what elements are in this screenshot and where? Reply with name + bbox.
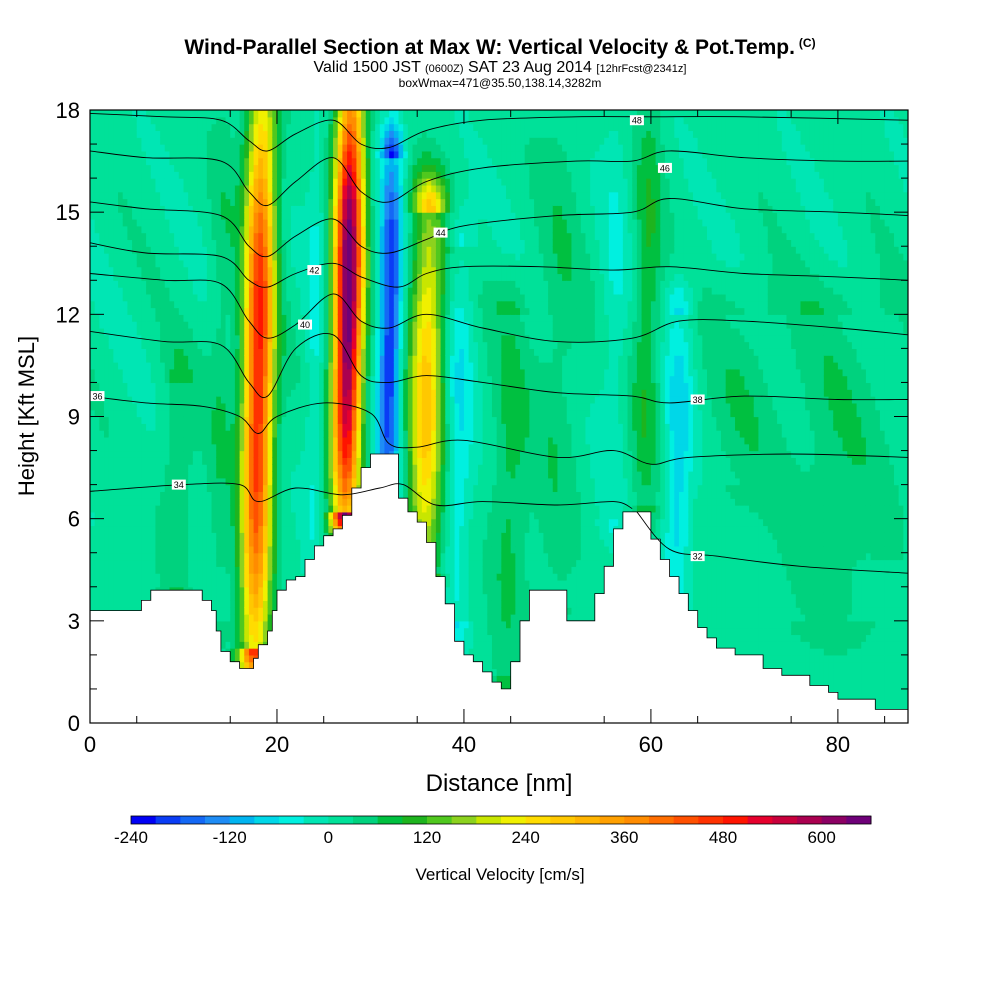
title-main: Wind-Parallel Section at Max W: Vertical…: [184, 36, 795, 59]
theta-label-box: [690, 551, 705, 562]
theta-label-46: 46: [660, 163, 670, 173]
colorbar-swatch: [328, 816, 354, 824]
colorbar-swatch: [377, 816, 403, 824]
valid-date: SAT 23 Aug 2014: [468, 59, 592, 76]
theta-contour-44: [90, 198, 908, 258]
colorbar-label: Vertical Velocity [cm/s]: [415, 865, 584, 884]
theta-label-box: [629, 115, 644, 126]
colorbar-tick-label: 240: [511, 828, 539, 847]
potential-temperature-contours: 32 34 36 38 40 42 44 46 48: [90, 112, 908, 574]
y-tick-label: 9: [68, 405, 80, 430]
colorbar-swatch: [747, 816, 773, 824]
colorbar-swatch: [180, 816, 206, 824]
colorbar-swatch: [772, 816, 798, 824]
y-axis-label: Height [Kft MSL]: [14, 336, 39, 496]
y-tick-label: 15: [56, 200, 80, 225]
y-tick-label: 6: [68, 507, 80, 532]
colorbar: -240 -120 0 120 240 360 480 600: [114, 815, 872, 847]
colorbar-swatch: [476, 816, 502, 824]
valid-time: Valid 1500 JST: [313, 59, 421, 76]
colorbar-swatch: [254, 816, 280, 824]
theta-label-box: [307, 265, 322, 276]
theta-label-48: 48: [632, 116, 642, 126]
colorbar-swatch: [550, 816, 576, 824]
colorbar-tick-label: 120: [413, 828, 441, 847]
theta-label-34: 34: [174, 480, 184, 490]
colorbar-swatch: [599, 816, 625, 824]
theta-label-38: 38: [693, 395, 703, 405]
colorbar-swatch: [821, 816, 847, 824]
colorbar-swatch: [575, 816, 601, 824]
colorbar-swatch: [501, 816, 527, 824]
colorbar-swatch: [229, 816, 255, 824]
y-tick-label: 0: [68, 711, 80, 736]
colorbar-swatch: [155, 816, 181, 824]
terrain-shape: [89, 453, 909, 724]
colorbar-swatch: [624, 816, 650, 824]
y-tick-label: 3: [68, 609, 80, 634]
theta-label-box: [433, 227, 448, 238]
theta-label-box: [690, 394, 705, 405]
colorbar-frame: [130, 815, 872, 825]
colorbar-tick-label: -120: [213, 828, 247, 847]
theta-label-box: [657, 162, 672, 173]
theta-label-box: [171, 479, 186, 490]
y-tick-label: 12: [56, 302, 80, 327]
colorbar-swatch: [279, 816, 305, 824]
colorbar-swatch: [402, 816, 428, 824]
colorbar-tick-label: 360: [610, 828, 638, 847]
colorbar-tick-label: -240: [114, 828, 148, 847]
x-tick-label: 60: [639, 732, 663, 757]
colorbar-swatch: [131, 816, 157, 824]
theta-contour-46: [90, 150, 908, 207]
colorbar-swatch: [303, 816, 329, 824]
colorbar-tick-label: 0: [324, 828, 333, 847]
colorbar-swatch: [846, 816, 872, 824]
colorbar-swatch: [525, 816, 551, 824]
chart-title: Wind-Parallel Section at Max W: Vertical…: [0, 36, 1000, 60]
colorbar-tick-label: 600: [807, 828, 835, 847]
colorbar-swatch: [451, 816, 477, 824]
theta-contour-40: [90, 273, 908, 343]
x-tick-label: 80: [826, 732, 850, 757]
theta-label-44: 44: [436, 228, 446, 238]
x-tick-label: 20: [265, 732, 289, 757]
theta-contour-36: [90, 395, 908, 465]
theta-label-40: 40: [300, 320, 310, 330]
colorbar-swatch: [353, 816, 379, 824]
colorbar-swatch: [427, 816, 453, 824]
theta-contour-48: [90, 112, 908, 152]
colorbar-swatch: [698, 816, 724, 824]
theta-label-32: 32: [693, 552, 703, 562]
theta-label-box: [298, 319, 313, 330]
valid-utc: (0600Z): [425, 63, 464, 75]
x-tick-label: 0: [84, 732, 96, 757]
x-tick-label: 40: [452, 732, 476, 757]
colorbar-swatch: [723, 816, 749, 824]
theta-contour-32: [636, 511, 908, 574]
valid-line: Valid 1500 JST (0600Z) SAT 23 Aug 2014 […: [0, 59, 1000, 77]
colorbar-swatch: [649, 816, 675, 824]
colorbar-swatch: [797, 816, 823, 824]
forecast-info: [12hrFcst@2341z]: [596, 63, 687, 75]
theta-label-42: 42: [309, 266, 319, 276]
terrain-mask: [89, 453, 909, 724]
theta-label-box: [90, 391, 105, 402]
colorbar-swatch: [673, 816, 699, 824]
theta-contour-38: [90, 330, 908, 404]
theta-label-36: 36: [92, 392, 102, 402]
chart-subtitle: boxWmax=471@35.50,138.14,3282m: [398, 76, 602, 90]
theta-contour-34: [90, 482, 633, 509]
x-axis-label: Distance [nm]: [426, 770, 573, 797]
y-tick-label: 18: [56, 98, 80, 123]
copyright-mark: (C): [798, 36, 816, 50]
colorbar-swatch: [205, 816, 231, 824]
theta-contour-42: [90, 242, 908, 288]
colorbar-tick-label: 480: [709, 828, 737, 847]
